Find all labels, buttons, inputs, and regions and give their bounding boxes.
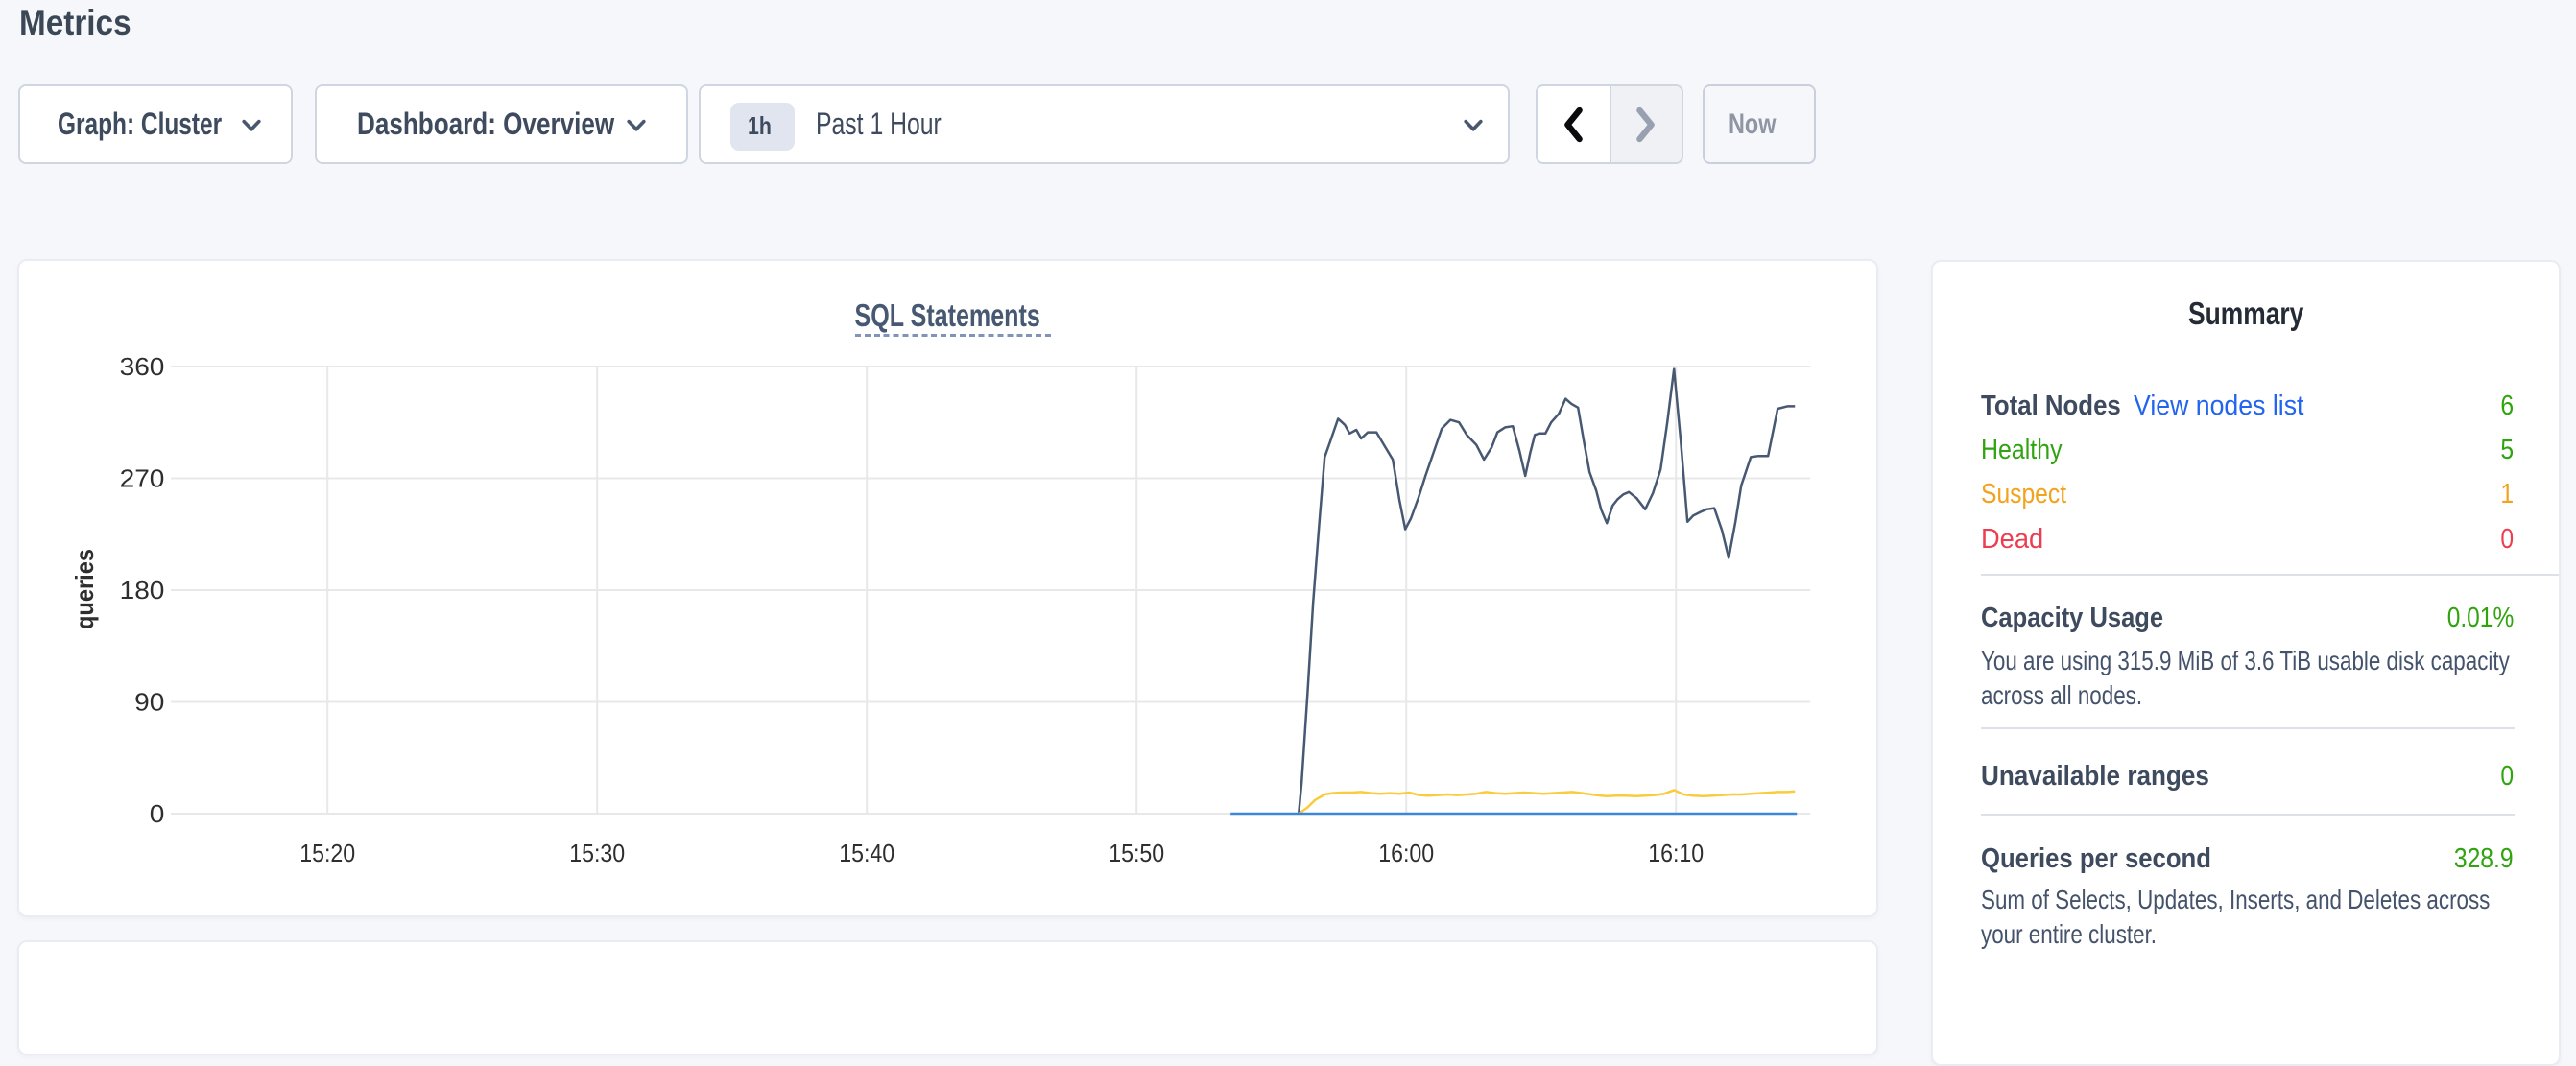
svg-text:90: 90 bbox=[134, 688, 164, 717]
svg-text:15:40: 15:40 bbox=[839, 839, 894, 867]
svg-text:0: 0 bbox=[150, 799, 165, 828]
svg-text:360: 360 bbox=[119, 352, 164, 381]
svg-text:15:30: 15:30 bbox=[569, 839, 625, 867]
svg-text:queries: queries bbox=[70, 549, 99, 629]
svg-text:16:10: 16:10 bbox=[1648, 839, 1704, 867]
svg-text:180: 180 bbox=[119, 576, 164, 604]
svg-text:15:50: 15:50 bbox=[1109, 839, 1164, 867]
svg-text:16:00: 16:00 bbox=[1378, 839, 1434, 867]
svg-text:15:20: 15:20 bbox=[299, 839, 355, 867]
svg-text:270: 270 bbox=[119, 464, 164, 493]
